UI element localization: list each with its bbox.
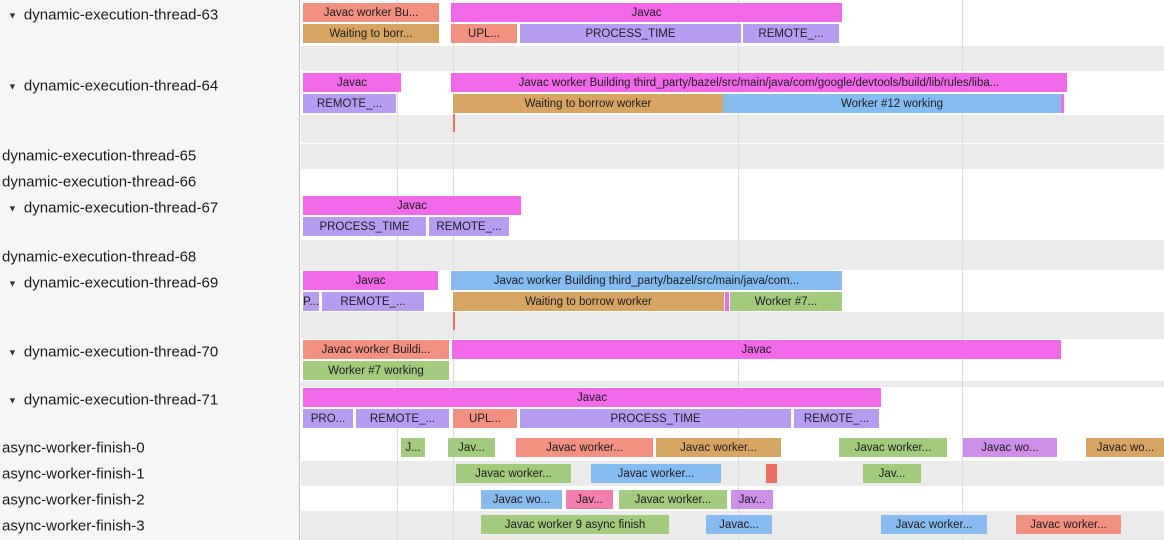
timeline-canvas[interactable]: Javac worker Bu... Javac Waiting to borr..… — [301, 0, 1164, 540]
thread-row-dynamic-execution-thread-67[interactable]: ▼ dynamic-execution-thread-67 — [0, 200, 218, 217]
trace-slice[interactable]: Waiting to borrow worker — [453, 94, 723, 113]
trace-slice[interactable]: Javac worker... — [591, 464, 721, 483]
trace-slice[interactable]: Javac worker... — [516, 438, 653, 457]
thread-row-dynamic-execution-thread-69[interactable]: ▼ dynamic-execution-thread-69 — [0, 275, 218, 292]
trace-slice[interactable]: Javac — [303, 73, 401, 92]
trace-slice[interactable]: REMOTE_... — [429, 217, 509, 236]
thread-name: dynamic-execution-thread-71 — [23, 391, 219, 409]
thread-row-dynamic-execution-thread-66[interactable]: dynamic-execution-thread-66 — [0, 174, 196, 191]
trace-slice[interactable]: PROCESS_TIME — [520, 409, 791, 428]
trace-slice[interactable]: Jav... — [448, 438, 495, 457]
trace-slice[interactable]: Jav... — [731, 490, 773, 509]
thread-name: dynamic-execution-thread-66 — [2, 173, 197, 191]
trace-slice[interactable]: REMOTE_... — [356, 409, 449, 428]
trace-slice[interactable]: Javac — [451, 3, 842, 22]
thread-name: dynamic-execution-thread-69 — [23, 274, 219, 292]
trace-slice[interactable]: Waiting to borrow worker — [453, 292, 724, 311]
trace-slice[interactable]: Javac wo... — [963, 438, 1057, 457]
trace-slice[interactable]: PROCESS_TIME — [520, 24, 741, 43]
trace-slice[interactable]: Javac worker 9 async finish — [481, 515, 669, 534]
trace-slice[interactable]: Javac worker... — [839, 438, 947, 457]
thread-name: async-worker-finish-0 — [2, 439, 145, 457]
trace-slice[interactable] — [1061, 94, 1064, 113]
trace-slice[interactable]: Javac worker... — [656, 438, 781, 457]
thread-row-dynamic-execution-thread-63[interactable]: ▼ dynamic-execution-thread-63 — [0, 7, 218, 24]
thread-row-async-worker-finish-1[interactable]: async-worker-finish-1 — [0, 466, 145, 483]
row-stripe — [301, 461, 1164, 486]
thread-name: dynamic-execution-thread-64 — [23, 77, 219, 95]
thread-name: dynamic-execution-thread-67 — [23, 199, 219, 217]
thread-row-dynamic-execution-thread-65[interactable]: dynamic-execution-thread-65 — [0, 148, 196, 165]
row-stripe — [301, 240, 1164, 270]
trace-slice[interactable]: Worker #7... — [730, 292, 842, 311]
row-stripe — [301, 381, 1164, 387]
thread-name: async-worker-finish-3 — [2, 517, 145, 535]
thread-name: dynamic-execution-thread-68 — [2, 248, 197, 266]
thread-name-panel: ▼ dynamic-execution-thread-63 ▼ dynamic-exe… — [0, 0, 300, 540]
expand-arrow-icon[interactable]: ▼ — [8, 347, 17, 357]
thread-row-dynamic-execution-thread-68[interactable]: dynamic-execution-thread-68 — [0, 249, 196, 266]
trace-slice[interactable]: REMOTE_... — [303, 94, 396, 113]
trace-slice[interactable]: Javac — [303, 271, 438, 290]
row-stripe — [301, 144, 1164, 169]
expand-arrow-icon[interactable]: ▼ — [8, 278, 17, 288]
expand-arrow-icon[interactable]: ▼ — [8, 203, 17, 213]
row-stripe — [301, 312, 1164, 339]
trace-slice[interactable]: J... — [401, 438, 425, 457]
trace-slice[interactable]: Javac worker... — [619, 490, 727, 509]
thread-name: async-worker-finish-1 — [2, 465, 145, 483]
trace-slice[interactable]: Javac worker Bu... — [303, 3, 439, 22]
trace-slice[interactable] — [725, 292, 729, 311]
trace-slice[interactable]: Javac — [303, 196, 521, 215]
trace-slice[interactable]: PROCESS_TIME — [303, 217, 426, 236]
flow-tick — [453, 312, 455, 330]
time-gridline — [397, 0, 398, 540]
row-stripe — [301, 115, 1164, 143]
trace-slice[interactable]: Waiting to borr... — [303, 24, 439, 43]
flow-tick — [453, 114, 455, 132]
trace-slice[interactable]: Javac wo... — [1086, 438, 1164, 457]
time-gridline — [453, 0, 454, 540]
trace-slice[interactable]: PRO... — [303, 409, 353, 428]
expand-arrow-icon[interactable]: ▼ — [8, 395, 17, 405]
trace-slice[interactable]: UPL... — [453, 409, 517, 428]
trace-slice[interactable]: Jav... — [566, 490, 613, 509]
thread-name: async-worker-finish-2 — [2, 491, 145, 509]
trace-slice[interactable]: Jav... — [863, 464, 921, 483]
trace-slice[interactable]: Worker #12 working — [723, 94, 1061, 113]
trace-slice[interactable]: REMOTE_... — [794, 409, 879, 428]
trace-slice[interactable]: Javac worker Buildi... — [303, 340, 449, 359]
trace-slice[interactable]: Javac — [452, 340, 1061, 359]
trace-slice[interactable]: Javac worker... — [881, 515, 987, 534]
trace-slice[interactable]: P... — [303, 292, 319, 311]
trace-slice[interactable] — [766, 464, 777, 483]
expand-arrow-icon[interactable]: ▼ — [8, 10, 17, 20]
time-gridline — [962, 0, 963, 540]
trace-slice[interactable]: Javac worker Building third_party/bazel/… — [451, 73, 1067, 92]
thread-row-dynamic-execution-thread-64[interactable]: ▼ dynamic-execution-thread-64 — [0, 78, 218, 95]
trace-slice[interactable]: UPL... — [451, 24, 517, 43]
trace-slice[interactable]: Javac wo... — [481, 490, 562, 509]
expand-arrow-icon[interactable]: ▼ — [8, 81, 17, 91]
thread-name: dynamic-execution-thread-70 — [23, 343, 219, 361]
thread-name: dynamic-execution-thread-65 — [2, 147, 197, 165]
row-stripe — [301, 46, 1164, 71]
thread-row-dynamic-execution-thread-70[interactable]: ▼ dynamic-execution-thread-70 — [0, 344, 218, 361]
trace-slice[interactable]: Worker #7 working — [303, 361, 449, 380]
trace-slice[interactable]: REMOTE_... — [743, 24, 839, 43]
thread-row-async-worker-finish-3[interactable]: async-worker-finish-3 — [0, 518, 145, 535]
trace-slice[interactable]: Javac worker... — [1016, 515, 1121, 534]
trace-slice[interactable]: Javac... — [706, 515, 772, 534]
thread-row-async-worker-finish-2[interactable]: async-worker-finish-2 — [0, 492, 145, 509]
thread-name: dynamic-execution-thread-63 — [23, 6, 219, 24]
thread-row-dynamic-execution-thread-71[interactable]: ▼ dynamic-execution-thread-71 — [0, 392, 218, 409]
trace-slice[interactable]: Javac — [303, 388, 881, 407]
trace-slice[interactable]: Javac worker Building third_party/bazel/… — [451, 271, 842, 290]
trace-slice[interactable]: REMOTE_... — [322, 292, 424, 311]
thread-row-async-worker-finish-0[interactable]: async-worker-finish-0 — [0, 440, 145, 457]
trace-slice[interactable]: Javac worker... — [456, 464, 571, 483]
time-gridline — [738, 0, 739, 540]
